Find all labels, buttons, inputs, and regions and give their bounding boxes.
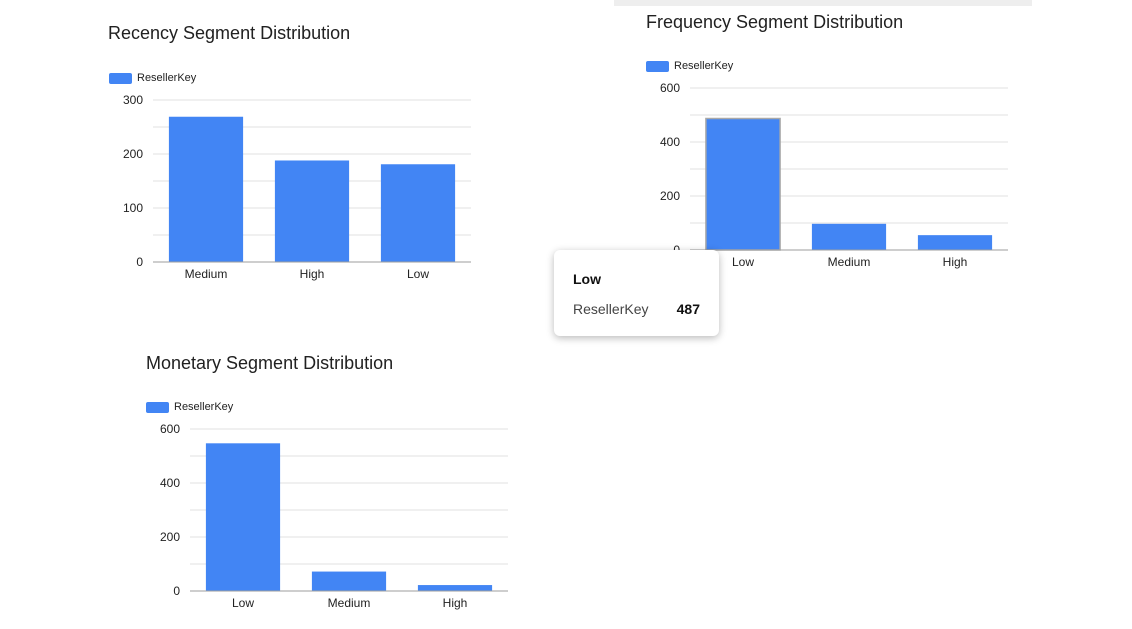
bar-low[interactable]	[205, 443, 281, 591]
legend-swatch	[146, 401, 169, 413]
x-tick-label: High	[943, 255, 968, 269]
legend-label: ResellerKey	[174, 401, 234, 413]
x-tick-label: Medium	[328, 596, 371, 610]
y-tick-label: 0	[136, 255, 143, 269]
bar-medium[interactable]	[811, 223, 887, 250]
y-tick-label: 200	[123, 147, 143, 161]
chart-legend[interactable]: ResellerKey	[646, 60, 733, 72]
x-tick-label: Medium	[828, 255, 871, 269]
chart-title: Monetary Segment Distribution	[146, 353, 394, 373]
chart-title: Frequency Segment Distribution	[646, 12, 904, 32]
x-tick-label: Low	[232, 596, 254, 610]
legend-label: ResellerKey	[674, 60, 734, 72]
x-tick-label: High	[300, 267, 325, 281]
y-tick-label: 200	[660, 189, 680, 203]
recency-bar-chart: 300 200 100 0 Medium High Low	[123, 93, 471, 281]
x-tick-label: Medium	[185, 267, 228, 281]
y-tick-label: 100	[123, 201, 143, 215]
tooltip-value: 487	[676, 301, 700, 317]
chart-tooltip: Low ResellerKey 487	[554, 250, 719, 336]
tooltip-series-label: ResellerKey	[573, 301, 649, 317]
y-tick-label: 0	[173, 584, 180, 598]
legend-label: ResellerKey	[137, 72, 197, 84]
y-tick-label: 400	[660, 135, 680, 149]
y-tick-label: 200	[160, 530, 180, 544]
chart-title: Recency Segment Distribution	[108, 23, 351, 43]
monetary-bar-chart: 600 400 200 0 Low Medium High	[160, 422, 508, 610]
tooltip-category: Low	[573, 271, 601, 287]
bar-low[interactable]	[705, 117, 781, 251]
bar-high[interactable]	[917, 235, 993, 250]
bar-high[interactable]	[417, 585, 493, 591]
bar-medium[interactable]	[311, 571, 387, 591]
chart-legend[interactable]: ResellerKey	[109, 72, 196, 84]
y-tick-label: 600	[160, 422, 180, 436]
top-strip	[614, 0, 1032, 6]
y-tick-label: 300	[123, 93, 143, 107]
x-tick-label: Low	[732, 255, 754, 269]
y-tick-label: 600	[660, 81, 680, 95]
x-tick-label: High	[443, 596, 468, 610]
legend-swatch	[109, 72, 132, 84]
y-tick-label: 400	[160, 476, 180, 490]
bar-low[interactable]	[380, 164, 456, 262]
bar-medium[interactable]	[168, 116, 244, 263]
legend-swatch	[646, 60, 669, 72]
chart-legend[interactable]: ResellerKey	[146, 401, 233, 413]
x-tick-label: Low	[407, 267, 429, 281]
bar-high[interactable]	[274, 160, 350, 262]
